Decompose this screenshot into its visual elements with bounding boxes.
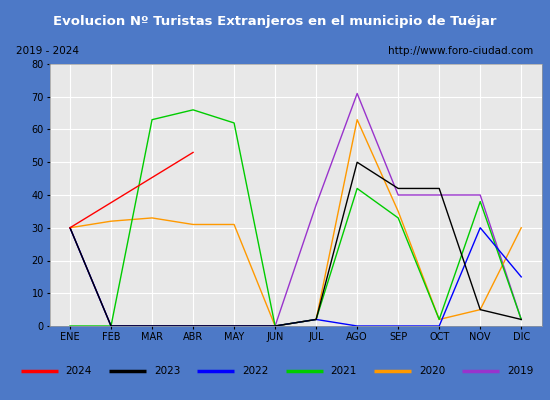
Text: 2019: 2019 bbox=[508, 366, 534, 376]
Text: 2024: 2024 bbox=[65, 366, 92, 376]
Text: http://www.foro-ciudad.com: http://www.foro-ciudad.com bbox=[388, 46, 534, 56]
Text: 2019 - 2024: 2019 - 2024 bbox=[16, 46, 79, 56]
Text: 2022: 2022 bbox=[243, 366, 269, 376]
Text: 2023: 2023 bbox=[154, 366, 180, 376]
Text: Evolucion Nº Turistas Extranjeros en el municipio de Tuéjar: Evolucion Nº Turistas Extranjeros en el … bbox=[53, 14, 497, 28]
Text: 2021: 2021 bbox=[331, 366, 357, 376]
Text: 2020: 2020 bbox=[419, 366, 446, 376]
